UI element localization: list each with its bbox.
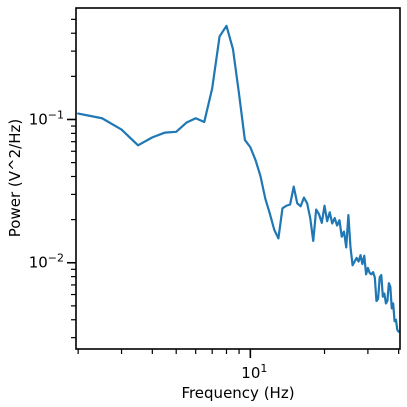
- plot-frame: [75, 7, 401, 350]
- series-line: [77, 24, 400, 333]
- y-tick-label: 10−2: [29, 252, 64, 272]
- y-axis-label: Power (V^2/Hz): [6, 119, 24, 237]
- x-axis-label: Frequency (Hz): [181, 384, 294, 402]
- tick-labels: 101 10−1 10−2: [29, 108, 268, 382]
- y-tick-label: 10−1: [29, 108, 64, 128]
- x-tick-label: 101: [241, 362, 267, 382]
- axis-ticks: [67, 18, 400, 358]
